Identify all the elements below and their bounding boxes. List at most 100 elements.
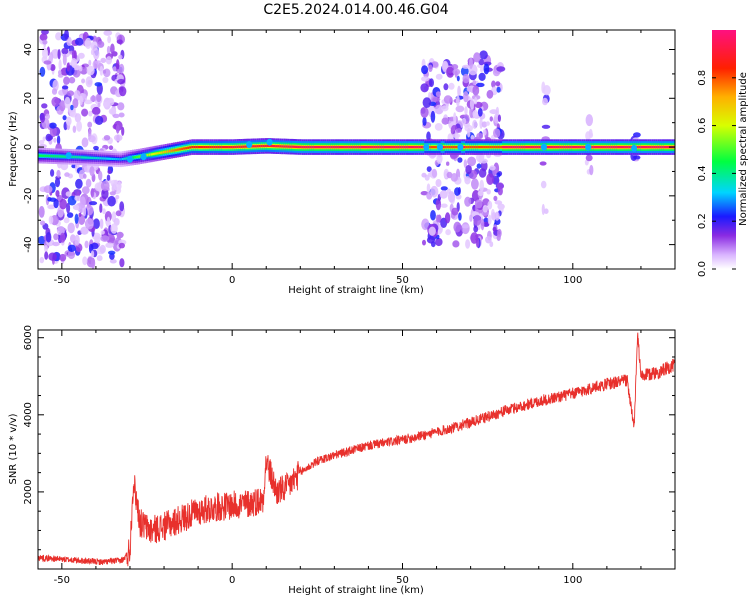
carrier-line-cell	[428, 146, 431, 149]
carrier-line-cell	[405, 146, 408, 149]
carrier-line-cell	[520, 146, 523, 149]
carrier-line-cell	[166, 150, 169, 153]
carrier-line-cell	[42, 154, 45, 157]
noise-blob	[476, 82, 485, 88]
spectrogram-y-tick-label: 40	[23, 43, 34, 56]
noise-blob	[115, 124, 120, 134]
carrier-line-cell	[393, 146, 396, 149]
carrier-line-cell	[524, 146, 527, 149]
noise-blob	[94, 235, 101, 244]
noise-blob	[496, 182, 504, 190]
noise-blob	[91, 109, 99, 114]
carrier-line-cell	[209, 146, 212, 149]
carrier-line-cell	[203, 146, 206, 149]
noise-blob	[101, 188, 109, 200]
carrier-line-cell	[76, 156, 79, 159]
carrier-line-cell	[226, 146, 229, 149]
noise-blob	[451, 207, 459, 216]
noise-blob	[66, 62, 71, 72]
noise-blob	[51, 96, 60, 107]
carrier-line-cell	[97, 157, 100, 160]
noise-blob	[74, 213, 79, 224]
noise-blob	[43, 60, 52, 65]
carrier-line-cell	[80, 156, 83, 159]
noise-blob	[45, 232, 52, 243]
carrier-line-cell	[377, 146, 380, 149]
carrier-line-cell	[271, 144, 274, 148]
noise-blob	[458, 212, 462, 221]
noise-blob	[496, 234, 501, 242]
noise-blob	[461, 224, 470, 229]
noise-blob	[109, 191, 116, 196]
carrier-line-cell	[158, 151, 161, 154]
carrier-line-cell	[72, 155, 75, 159]
noise-blob	[473, 52, 481, 63]
noise-blob	[633, 155, 641, 160]
noise-blob	[47, 135, 54, 141]
carrier-line-cell	[620, 146, 623, 149]
noise-blob	[463, 91, 469, 103]
noise-blob	[106, 233, 116, 245]
noise-blob	[55, 32, 62, 41]
carrier-line-cell	[54, 155, 57, 158]
carrier-line-cell	[224, 146, 227, 149]
noise-blob	[108, 250, 116, 255]
noise-blob	[445, 229, 451, 236]
carrier-line-cell	[573, 146, 576, 149]
carrier-line-cell	[320, 146, 323, 149]
noise-blob	[75, 37, 84, 46]
noise-blob	[70, 104, 74, 111]
carrier-line-cell	[264, 144, 267, 147]
carrier-line-cell	[565, 146, 568, 149]
noise-blob	[50, 169, 55, 177]
snr-x-tick-label: 100	[563, 575, 582, 586]
noise-blob	[39, 139, 45, 145]
noise-blob	[456, 128, 462, 133]
noise-blob	[57, 49, 61, 60]
spectrogram-panel: -50 0 50 100 -40 -20 0 20 40 Height of straight…	[8, 29, 676, 296]
noise-blob	[76, 120, 82, 132]
carrier-line-cell	[622, 146, 625, 149]
noise-blob	[82, 205, 87, 217]
noise-blob	[473, 214, 482, 226]
noise-blob	[430, 110, 436, 123]
noise-blob	[447, 191, 455, 203]
noise-blob	[66, 202, 71, 214]
carrier-line-cell	[360, 146, 363, 149]
carrier-line-cell	[217, 146, 220, 149]
noise-blob	[67, 222, 75, 234]
spectrogram-y-axis-label: Frequency (Hz)	[8, 111, 19, 187]
carrier-line-cell	[483, 146, 486, 149]
carrier-line-cell	[434, 146, 437, 149]
noise-blob	[51, 88, 58, 95]
carrier-line-cell	[103, 157, 106, 160]
noise-blob	[67, 195, 77, 206]
noise-blob	[469, 98, 475, 110]
carrier-line-cell	[297, 145, 300, 149]
noise-blob	[51, 49, 60, 59]
carrier-line-cell	[213, 146, 216, 149]
carrier-line-cell	[381, 146, 384, 149]
carrier-line-cell	[665, 146, 668, 149]
noise-blob	[463, 159, 468, 169]
carrier-line-cell	[199, 146, 202, 149]
noise-blob	[78, 214, 86, 226]
carrier-line-cell	[502, 146, 505, 149]
carrier-line-cell	[373, 146, 376, 149]
noise-blob	[59, 253, 67, 262]
carrier-line-cell	[395, 146, 398, 149]
colorbar-gradient	[712, 30, 736, 269]
noise-blob	[420, 191, 429, 196]
carrier-line-cell	[583, 146, 586, 149]
carrier-line-cell	[663, 146, 666, 149]
carrier-knot	[246, 141, 253, 149]
noise-blob	[74, 195, 82, 202]
noise-blob	[116, 39, 123, 44]
carrier-line-cell	[38, 154, 41, 157]
noise-blob	[59, 198, 67, 210]
noise-blob	[39, 112, 46, 123]
noise-blob	[470, 134, 475, 141]
carrier-line-cell	[162, 151, 165, 154]
carrier-line-cell	[489, 146, 492, 149]
carrier-line-cell	[340, 146, 343, 149]
